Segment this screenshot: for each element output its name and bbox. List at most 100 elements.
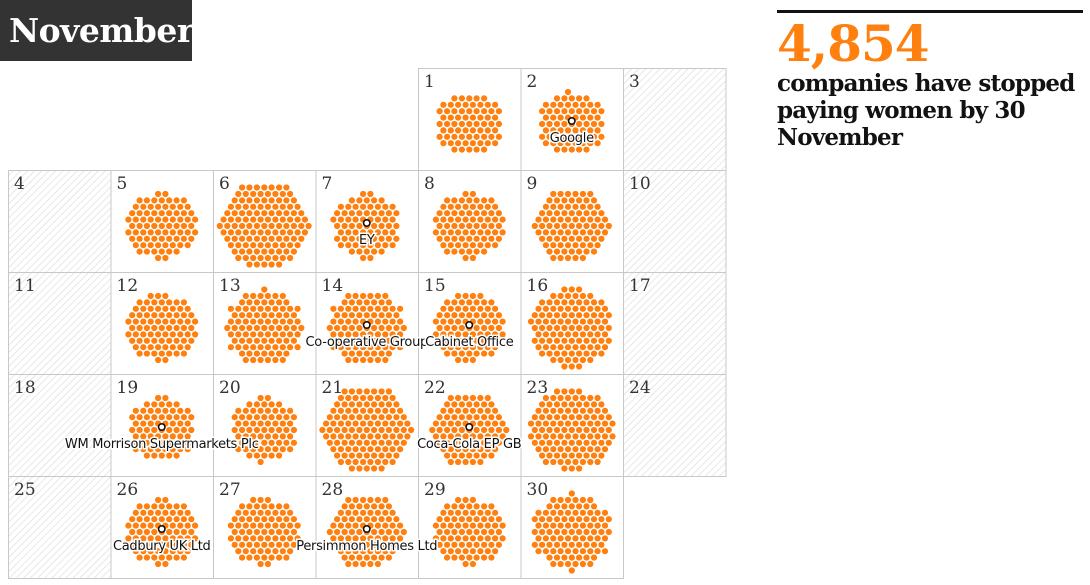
company-dot[interactable]	[451, 554, 458, 561]
company-dot[interactable]	[268, 197, 275, 204]
company-dot[interactable]	[466, 312, 473, 319]
company-dot[interactable]	[279, 522, 286, 529]
company-dot[interactable]	[568, 503, 575, 510]
company-dot[interactable]	[539, 222, 546, 230]
company-dot[interactable]	[363, 541, 370, 548]
company-dot[interactable]	[253, 184, 260, 191]
company-dot[interactable]	[484, 318, 491, 325]
company-dot[interactable]	[235, 509, 242, 516]
company-dot[interactable]	[535, 420, 542, 427]
company-dot[interactable]	[276, 426, 283, 434]
company-dot[interactable]	[166, 503, 173, 510]
company-dot[interactable]	[561, 324, 568, 332]
company-dot[interactable]	[253, 324, 260, 332]
company-dot[interactable]	[272, 229, 279, 236]
company-dot[interactable]	[553, 350, 561, 357]
company-dot[interactable]	[564, 318, 572, 325]
company-dot[interactable]	[363, 235, 370, 242]
company-dot[interactable]	[283, 528, 290, 536]
company-dot[interactable]	[330, 318, 337, 325]
company-dot[interactable]	[481, 235, 488, 242]
company-dot[interactable]	[550, 292, 557, 300]
company-dot[interactable]	[352, 433, 359, 440]
company-dot[interactable]	[466, 554, 473, 561]
company-dot[interactable]	[557, 190, 564, 198]
company-dot[interactable]	[227, 522, 234, 529]
company-dot[interactable]	[473, 108, 480, 115]
company-dot[interactable]	[283, 414, 290, 421]
company-dot[interactable]	[151, 452, 158, 459]
company-dot[interactable]	[481, 439, 488, 446]
company-dot[interactable]	[276, 299, 283, 306]
company-dot[interactable]	[345, 331, 352, 338]
company-dot[interactable]	[469, 242, 476, 249]
company-dot[interactable]	[477, 509, 484, 516]
company-dot[interactable]	[345, 242, 352, 249]
company-dot[interactable]	[444, 401, 451, 408]
company-dot[interactable]	[583, 426, 590, 434]
company-dot[interactable]	[527, 433, 535, 440]
company-dot[interactable]	[429, 426, 436, 434]
company-dot[interactable]	[598, 516, 605, 523]
company-dot[interactable]	[188, 426, 195, 434]
company-dot[interactable]	[235, 229, 242, 236]
company-dot[interactable]	[279, 535, 286, 542]
company-dot[interactable]	[371, 426, 378, 434]
company-dot[interactable]	[360, 446, 367, 453]
company-dot[interactable]	[239, 503, 246, 510]
company-dot[interactable]	[173, 426, 180, 434]
company-dot[interactable]	[356, 299, 363, 306]
company-dot[interactable]	[184, 433, 191, 440]
company-dot[interactable]	[345, 356, 352, 364]
company-dot[interactable]	[239, 222, 246, 230]
company-dot[interactable]	[594, 407, 601, 414]
company-dot[interactable]	[561, 439, 568, 446]
company-dot[interactable]	[158, 299, 165, 306]
company-dot[interactable]	[535, 229, 542, 236]
company-dot[interactable]	[143, 414, 150, 421]
company-dot[interactable]	[587, 229, 594, 236]
company-dot[interactable]	[253, 452, 260, 459]
company-dot[interactable]	[239, 439, 246, 446]
company-dot[interactable]	[348, 388, 355, 395]
company-dot[interactable]	[180, 350, 187, 357]
company-dot[interactable]	[367, 420, 374, 427]
company-dot[interactable]	[169, 446, 176, 453]
company-dot[interactable]	[253, 401, 260, 408]
company-dot[interactable]	[132, 420, 139, 427]
company-dot[interactable]	[572, 101, 579, 108]
company-dot[interactable]	[462, 203, 469, 210]
company-dot[interactable]	[264, 420, 271, 427]
company-dot[interactable]	[337, 203, 344, 210]
company-dot[interactable]	[561, 363, 568, 370]
company-dot[interactable]	[250, 420, 257, 427]
company-dot[interactable]	[166, 312, 173, 319]
company-dot[interactable]	[348, 503, 355, 510]
company-dot[interactable]	[162, 535, 169, 542]
company-dot[interactable]	[458, 108, 465, 115]
company-dot[interactable]	[553, 452, 561, 459]
company-dot[interactable]	[579, 203, 587, 210]
company-dot[interactable]	[561, 401, 568, 408]
company-dot[interactable]	[356, 248, 363, 255]
company-dot[interactable]	[579, 190, 587, 198]
company-dot[interactable]	[173, 528, 180, 536]
company-dot[interactable]	[466, 503, 473, 510]
company-dot[interactable]	[440, 433, 447, 440]
company-dot[interactable]	[261, 197, 268, 204]
company-dot[interactable]	[261, 261, 268, 268]
company-dot[interactable]	[477, 242, 484, 249]
company-dot[interactable]	[492, 433, 499, 440]
company-dot[interactable]	[246, 350, 253, 357]
company-dot[interactable]	[590, 248, 598, 255]
company-dot[interactable]	[436, 426, 443, 434]
company-dot[interactable]	[553, 95, 561, 102]
company-dot[interactable]	[162, 548, 169, 555]
company-dot[interactable]	[360, 535, 367, 542]
company-dot[interactable]	[557, 305, 564, 312]
company-dot[interactable]	[290, 248, 297, 255]
company-dot[interactable]	[371, 350, 378, 357]
company-dot[interactable]	[360, 420, 367, 427]
company-dot[interactable]	[572, 446, 579, 453]
company-dot[interactable]	[458, 541, 465, 548]
